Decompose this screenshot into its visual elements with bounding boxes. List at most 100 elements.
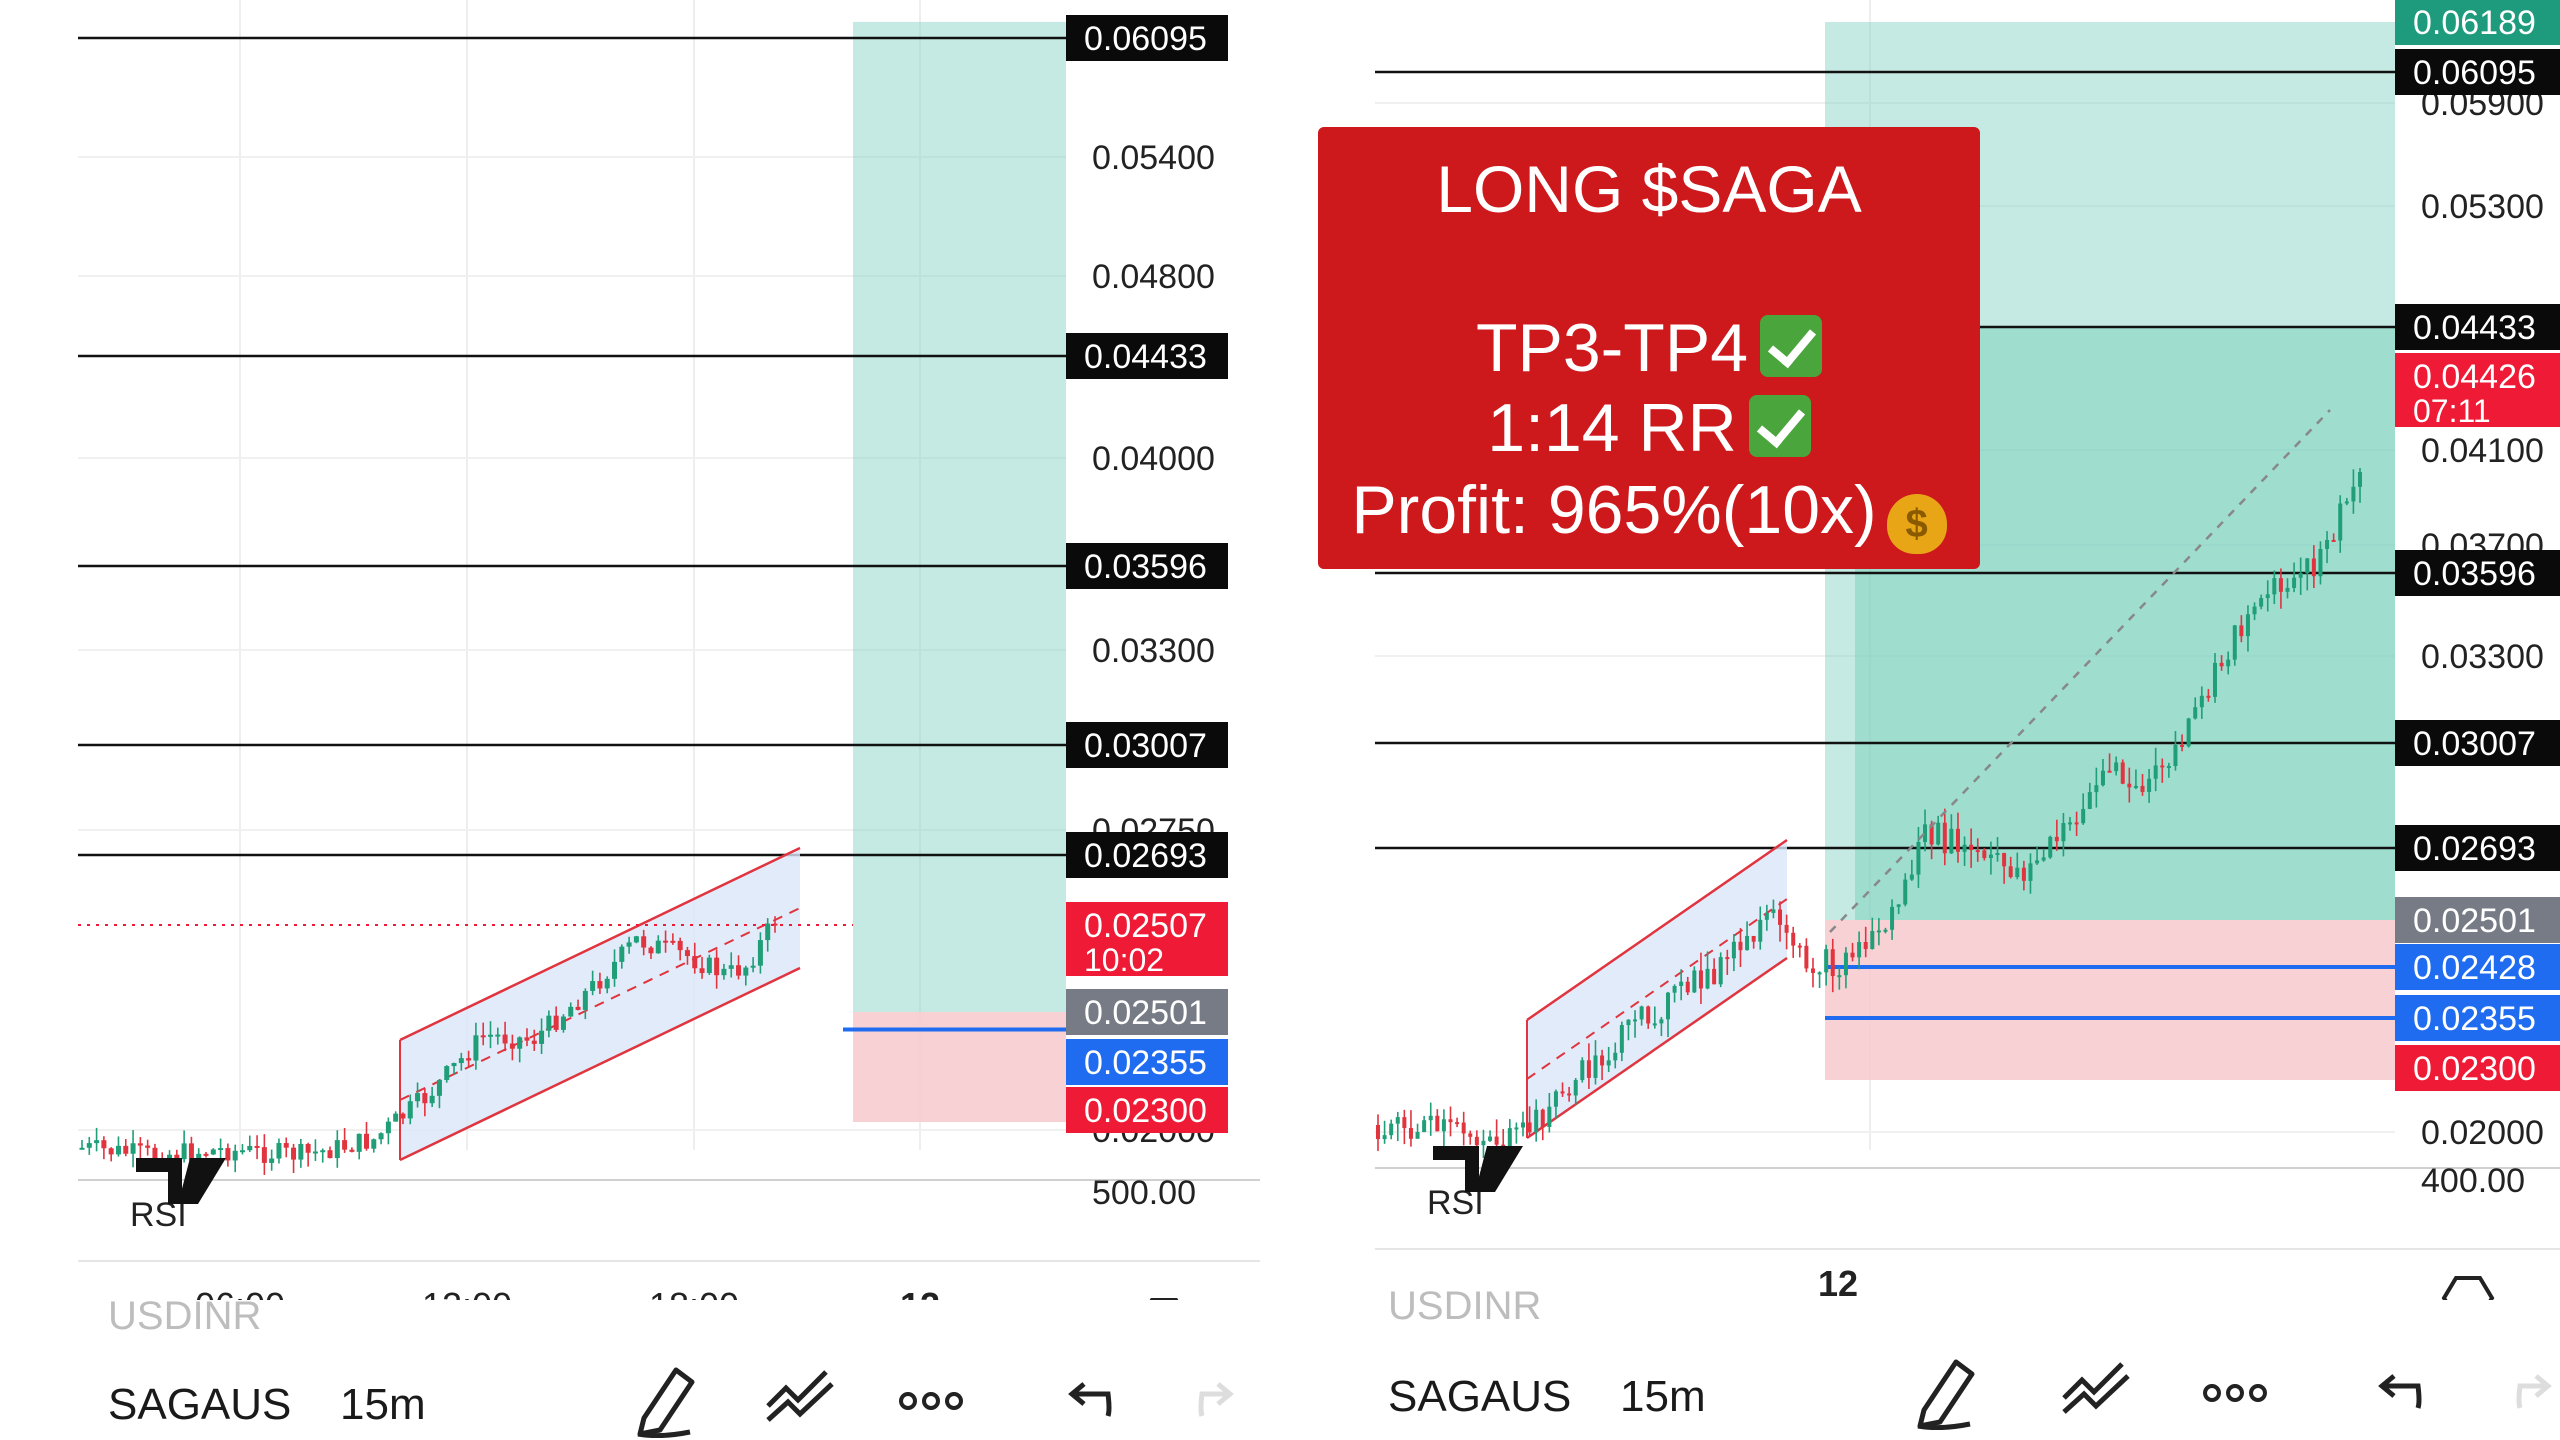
level-badge: 0.04433 — [1084, 338, 1207, 376]
candle-body — [546, 1015, 552, 1031]
current-price-badge-bg — [2395, 353, 2560, 427]
candle-body — [1376, 1125, 1380, 1140]
candle-body — [1395, 1117, 1400, 1124]
interval-label[interactable]: 15m — [1620, 1372, 1706, 1421]
candle-body — [772, 923, 778, 926]
entry-badge: 0.02501 — [1084, 994, 1207, 1032]
candle-body — [1810, 968, 1815, 973]
candle-body — [385, 1121, 391, 1134]
candle-body — [1791, 932, 1796, 946]
candle-body — [1870, 931, 1875, 950]
candle-body — [1514, 1127, 1519, 1130]
candle-body — [1448, 1119, 1453, 1123]
candle-body — [488, 1034, 494, 1037]
candle-body — [2206, 695, 2211, 698]
candle-body — [604, 978, 610, 989]
candle-body — [2344, 501, 2349, 504]
candle-body — [1705, 968, 1710, 989]
candle-body — [1949, 828, 1954, 854]
candle-body — [633, 936, 639, 943]
candle-body — [363, 1133, 369, 1149]
candle-body — [1955, 828, 1960, 852]
candle-body — [115, 1145, 121, 1155]
candle-body — [1817, 972, 1822, 975]
candle-body — [2325, 539, 2330, 549]
candle-body — [320, 1150, 326, 1153]
candle-body — [706, 957, 712, 974]
candle-body — [2199, 695, 2204, 708]
candle-body — [743, 967, 749, 976]
rsi-axis-label: 500.00 — [1092, 1174, 1196, 1212]
undo-icon[interactable] — [1064, 1380, 1114, 1422]
candle-body — [2305, 558, 2310, 574]
right-chart[interactable]: 0.059000.053000.041000.037000.033000.020… — [1290, 0, 2560, 1300]
candle-body — [2061, 823, 2066, 842]
trend-lines-icon[interactable] — [2058, 1358, 2134, 1418]
candle-body — [1606, 1060, 1611, 1066]
candle-body — [1982, 850, 1987, 859]
price-tick-label: 0.04000 — [1092, 440, 1215, 478]
candle-body — [2226, 659, 2231, 667]
symbol-label[interactable]: SAGAUS — [108, 1380, 292, 1429]
candle-body — [1567, 1093, 1572, 1096]
candle-body — [663, 940, 669, 943]
candle-body — [254, 1145, 260, 1148]
candle-body — [436, 1080, 442, 1096]
trend-lines-icon[interactable] — [762, 1366, 838, 1426]
time-tick-label: 12:00 — [422, 1285, 512, 1300]
current-price-badge-countdown: 07:11 — [2413, 393, 2491, 429]
candle-body — [137, 1143, 143, 1146]
more-icon[interactable] — [2202, 1380, 2268, 1406]
candle-body — [2239, 625, 2244, 637]
redo-icon[interactable] — [2514, 1372, 2554, 1414]
candle-body — [1876, 930, 1881, 933]
candle-body — [1751, 935, 1756, 942]
candle-body — [1461, 1122, 1466, 1134]
signal-overlay-box: LONG $SAGA TP3-TP4 1:14 RR Profit: 965%(… — [1318, 127, 1980, 569]
candle-body — [393, 1113, 399, 1122]
candle-body — [2054, 836, 2059, 842]
blue-level-badge-bg — [1066, 1039, 1228, 1085]
price-tick-label: 0.03300 — [1092, 632, 1215, 670]
more-icon[interactable] — [898, 1388, 964, 1414]
candle-body — [1389, 1123, 1394, 1136]
candle-body — [619, 946, 625, 962]
candle-body — [721, 968, 727, 976]
level-badge-bg — [2395, 550, 2560, 596]
candle-body — [1936, 822, 1941, 845]
candle-body — [2035, 860, 2040, 864]
pencil-icon[interactable] — [630, 1358, 702, 1438]
candle-body — [466, 1058, 472, 1061]
current-price-badge: 0.04426 — [2413, 358, 2536, 396]
candle-body — [94, 1140, 100, 1144]
symbol-label[interactable]: SAGAUS — [1388, 1372, 1572, 1421]
candle-body — [298, 1143, 304, 1160]
candle-body — [86, 1143, 92, 1148]
stop-loss-badge: 0.02300 — [1084, 1092, 1207, 1130]
blue-level-badge: 0.02428 — [2413, 949, 2536, 987]
candle-body — [2186, 718, 2191, 747]
overlay-targets-text: TP3-TP4 — [1475, 310, 1749, 386]
left-chart[interactable]: 0.054000.048000.040000.033000.027500.020… — [0, 0, 1290, 1300]
time-axis-top — [1375, 1248, 2560, 1250]
channel-upper-line — [399, 846, 801, 1042]
candle-body — [1507, 1128, 1512, 1148]
time-tick-label: 18:00 — [649, 1285, 739, 1300]
entry-badge-bg — [2395, 897, 2560, 943]
candle-body — [400, 1113, 406, 1119]
candle-body — [2021, 867, 2026, 881]
redo-icon[interactable] — [1196, 1380, 1236, 1422]
undo-icon[interactable] — [2374, 1372, 2424, 1414]
candle-body — [2245, 614, 2250, 637]
candle-body — [1929, 824, 1934, 845]
candle-body — [626, 942, 632, 947]
candle-body — [1560, 1091, 1565, 1094]
pencil-icon[interactable] — [1910, 1350, 1982, 1430]
candle-body — [108, 1148, 114, 1155]
level-badge-bg — [1066, 15, 1228, 61]
interval-label[interactable]: 15m — [340, 1380, 426, 1429]
candle-body — [239, 1150, 245, 1153]
candle-body — [101, 1140, 107, 1149]
entry-badge: 0.02501 — [2413, 902, 2536, 940]
candle-body — [1580, 1060, 1585, 1081]
